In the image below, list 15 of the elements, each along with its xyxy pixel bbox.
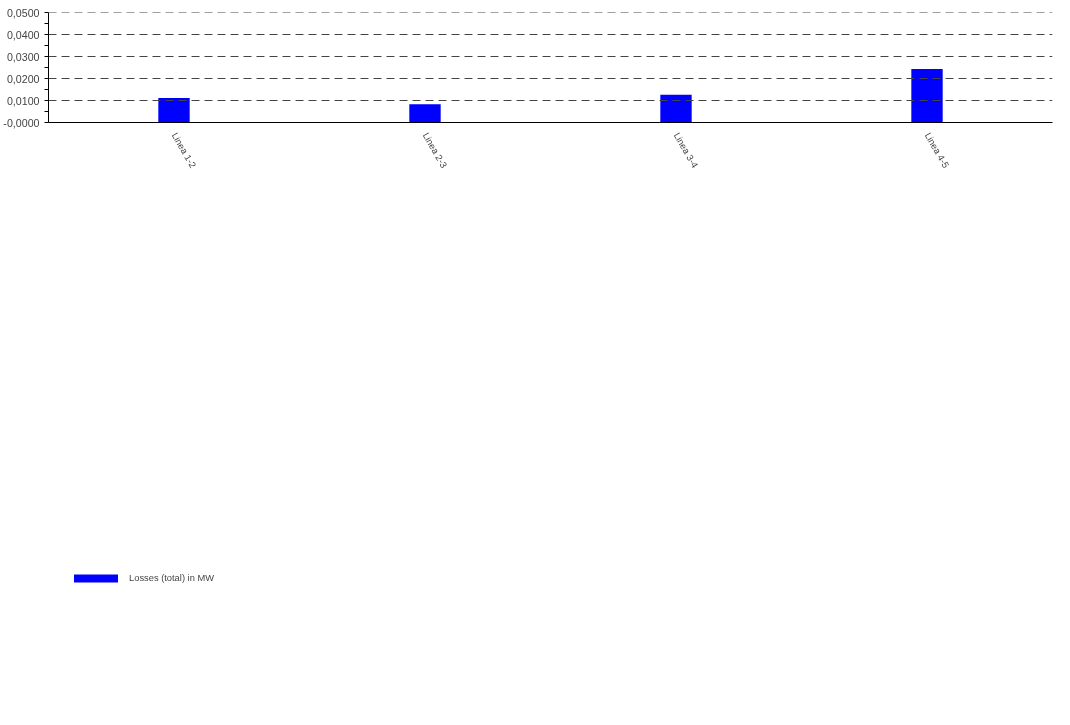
y-tick-label: 0,0200: [6, 72, 40, 85]
bar: [158, 98, 190, 123]
x-tick-label: Linea 4-5: [922, 131, 951, 170]
y-tick-label: 0,0400: [6, 28, 40, 41]
bar: [660, 94, 692, 123]
x-tick-label: Linea 1-2: [169, 131, 198, 170]
y-tick-label: 0,0300: [6, 50, 40, 63]
bar: [409, 104, 441, 123]
legend-label: Losses (total) in MW: [129, 572, 215, 583]
x-tick-label: Linea 3-4: [671, 131, 700, 170]
y-tick-label: 0,0100: [6, 94, 40, 107]
bar: [911, 69, 943, 123]
y-tick-label: 0,0500: [6, 6, 40, 19]
y-tick-label: -0,0000: [3, 116, 40, 129]
x-tick-label: Linea 2-3: [420, 131, 449, 170]
